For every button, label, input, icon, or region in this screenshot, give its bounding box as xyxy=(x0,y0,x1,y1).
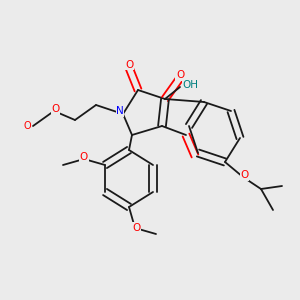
Text: O: O xyxy=(51,104,60,115)
Text: O: O xyxy=(240,170,249,181)
Text: O: O xyxy=(132,223,141,233)
Text: O: O xyxy=(176,70,184,80)
Text: O: O xyxy=(23,121,31,131)
Text: O: O xyxy=(80,152,88,163)
Text: O: O xyxy=(125,59,133,70)
Text: N: N xyxy=(116,106,124,116)
Text: OH: OH xyxy=(182,80,199,91)
